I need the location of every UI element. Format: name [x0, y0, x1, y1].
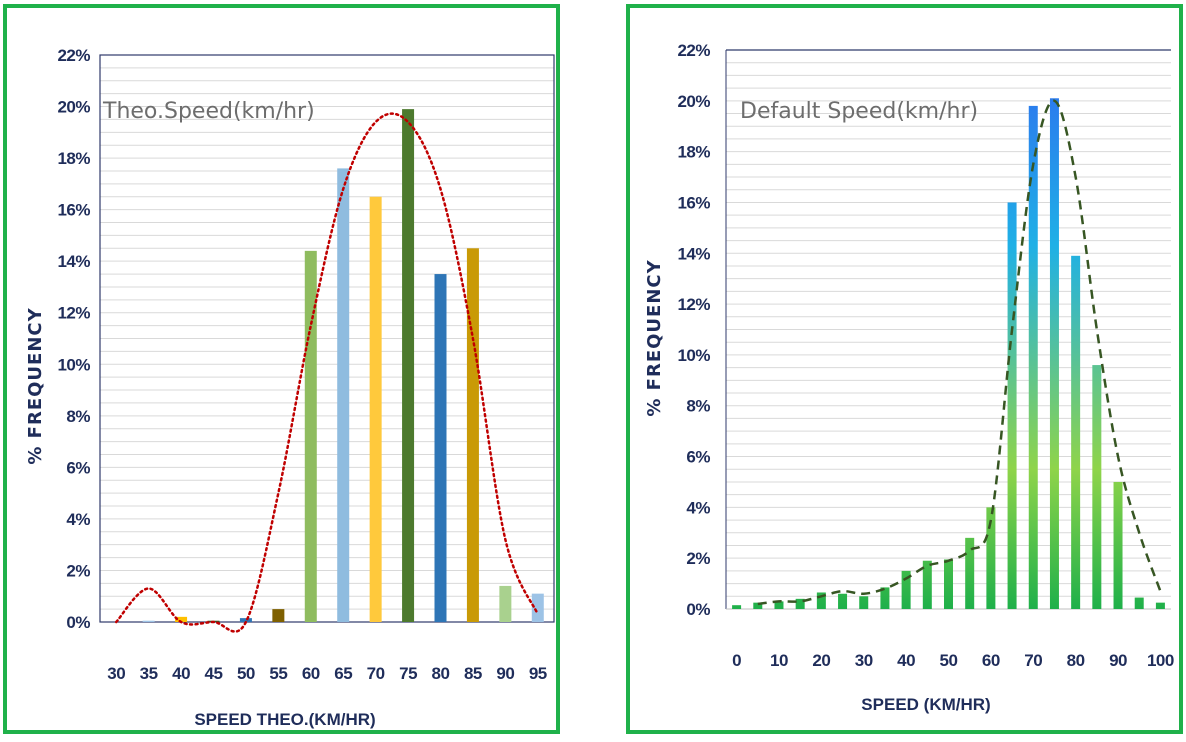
bar: [1071, 255, 1081, 609]
x-axis-title: SPEED THEO.(KM/HR): [194, 710, 375, 729]
x-tick-label: 90: [496, 664, 514, 683]
y-tick-label: 18%: [677, 143, 710, 162]
bar: [531, 593, 544, 622]
y-tick-label: 10%: [57, 355, 90, 374]
x-tick-label: 30: [107, 664, 125, 683]
bar: [901, 570, 911, 609]
chart-panel-default-speed: 0% 2% 4% 6% 8% 10% 12% 14% 16% 18% 20% 22% 0 10 20 30 40…: [626, 4, 1183, 734]
chart-panel-theo-speed: 0% 2% 4% 6% 8% 10% 12% 14% 16% 18% 20% 22% 30 35 40 45 5…: [3, 4, 560, 734]
bar: [1155, 602, 1165, 609]
chart-title: Theo.Speed(km/hr): [102, 99, 315, 124]
y-tick-label: 0%: [66, 613, 90, 632]
x-tick-label: 80: [1067, 651, 1085, 670]
x-tick-label: 10: [770, 651, 788, 670]
bar: [732, 605, 742, 609]
default-speed-chart-svg: 0% 2% 4% 6% 8% 10% 12% 14% 16% 18% 20% 22% 0 10 20 30 40…: [644, 41, 1174, 714]
bar: [1113, 481, 1123, 609]
x-tick-label: 70: [1024, 651, 1042, 670]
y-tick-label: 2%: [66, 561, 90, 580]
y-tick-label: 16%: [57, 201, 90, 220]
x-tick-label: 55: [269, 664, 287, 683]
y-tick-label: 14%: [677, 244, 710, 263]
bar: [1092, 365, 1102, 609]
y-tick-label: 20%: [677, 92, 710, 111]
x-tick-label: 40: [172, 664, 190, 683]
x-tick-label: 60: [302, 664, 320, 683]
y-tick-label: 16%: [677, 193, 710, 212]
bar: [965, 537, 975, 609]
plot-frame: [99, 54, 555, 623]
bar: [816, 592, 826, 609]
y-axis-title: % FREQUENCY: [25, 307, 46, 464]
bar: [466, 248, 479, 622]
x-tick-label: 80: [432, 664, 450, 683]
bar: [922, 560, 932, 609]
bar: [1028, 105, 1038, 610]
y-tick-label: 10%: [677, 346, 710, 365]
bar: [859, 596, 869, 609]
y-tick-label: 6%: [66, 458, 90, 477]
x-tick-label: 60: [982, 651, 1000, 670]
x-tick-label: 40: [897, 651, 915, 670]
y-tick-label: 4%: [686, 498, 710, 517]
bar: [337, 168, 350, 622]
x-tick-label: 75: [399, 664, 417, 683]
bar: [795, 598, 805, 609]
bar: [239, 618, 252, 622]
x-tick-label: 50: [940, 651, 958, 670]
bar: [944, 559, 953, 609]
trend-line: [757, 99, 1162, 606]
bar: [499, 585, 512, 622]
x-tick-label: 30: [855, 651, 873, 670]
bar: [1134, 597, 1144, 609]
trend-line: [114, 112, 540, 633]
x-tick-label: 90: [1109, 651, 1127, 670]
y-tick-label: 8%: [686, 397, 710, 416]
y-tick-label: 20%: [57, 98, 90, 117]
bar: [175, 616, 188, 622]
y-tick-label: 0%: [686, 600, 710, 619]
theo-speed-chart-svg: 0% 2% 4% 6% 8% 10% 12% 14% 16% 18% 20% 22% 30 35 40 45 5…: [25, 46, 555, 729]
y-tick-label: 22%: [57, 46, 90, 65]
x-tick-label: 70: [367, 664, 385, 683]
bar: [369, 196, 382, 622]
x-tick-label: 50: [237, 664, 255, 683]
bar: [880, 587, 890, 609]
x-tick-label: 45: [205, 664, 223, 683]
x-tick-label: 20: [812, 651, 830, 670]
bar: [986, 507, 996, 609]
bar: [753, 602, 763, 609]
y-tick-label: 4%: [66, 510, 90, 529]
x-tick-label: 65: [334, 664, 352, 683]
y-tick-label: 12%: [57, 304, 90, 323]
y-tick-label: 8%: [66, 407, 90, 426]
x-tick-label: 100: [1147, 651, 1174, 670]
bar: [838, 593, 848, 609]
bar: [1007, 202, 1017, 610]
y-tick-label: 6%: [686, 448, 710, 467]
bar: [142, 620, 155, 622]
bar: [272, 609, 285, 622]
y-tick-label: 22%: [677, 41, 710, 60]
bar: [402, 109, 415, 622]
y-axis-title: % FREQUENCY: [644, 259, 665, 416]
bar: [434, 274, 447, 622]
bar: [1049, 98, 1059, 609]
x-tick-label: 85: [464, 664, 482, 683]
x-tick-label: 95: [529, 664, 547, 683]
x-tick-label: 0: [732, 651, 741, 670]
y-tick-label: 18%: [57, 149, 90, 168]
bar: [774, 601, 784, 609]
x-tick-label: 35: [140, 664, 158, 683]
y-tick-label: 2%: [686, 549, 710, 568]
y-tick-label: 12%: [677, 295, 710, 314]
chart-title: Default Speed(km/hr): [740, 99, 978, 124]
x-axis-title: SPEED (KM/HR): [861, 695, 990, 714]
y-tick-label: 14%: [57, 252, 90, 271]
